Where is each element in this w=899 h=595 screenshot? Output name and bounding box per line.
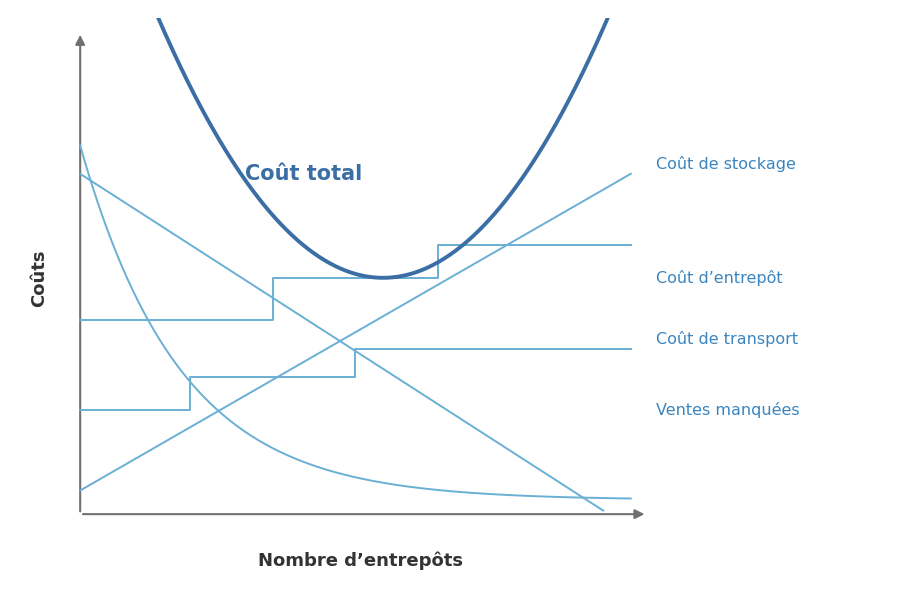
Text: Coût d’entrepôt: Coût d’entrepôt — [655, 270, 782, 286]
Text: Coût de stockage: Coût de stockage — [655, 156, 796, 173]
Text: Ventes manquées: Ventes manquées — [655, 402, 799, 418]
Text: Coût de transport: Coût de transport — [655, 331, 797, 347]
Text: Coûts: Coûts — [30, 249, 48, 306]
Text: Coût total: Coût total — [245, 164, 362, 184]
Text: Nombre d’entrepôts: Nombre d’entrepôts — [259, 552, 464, 571]
